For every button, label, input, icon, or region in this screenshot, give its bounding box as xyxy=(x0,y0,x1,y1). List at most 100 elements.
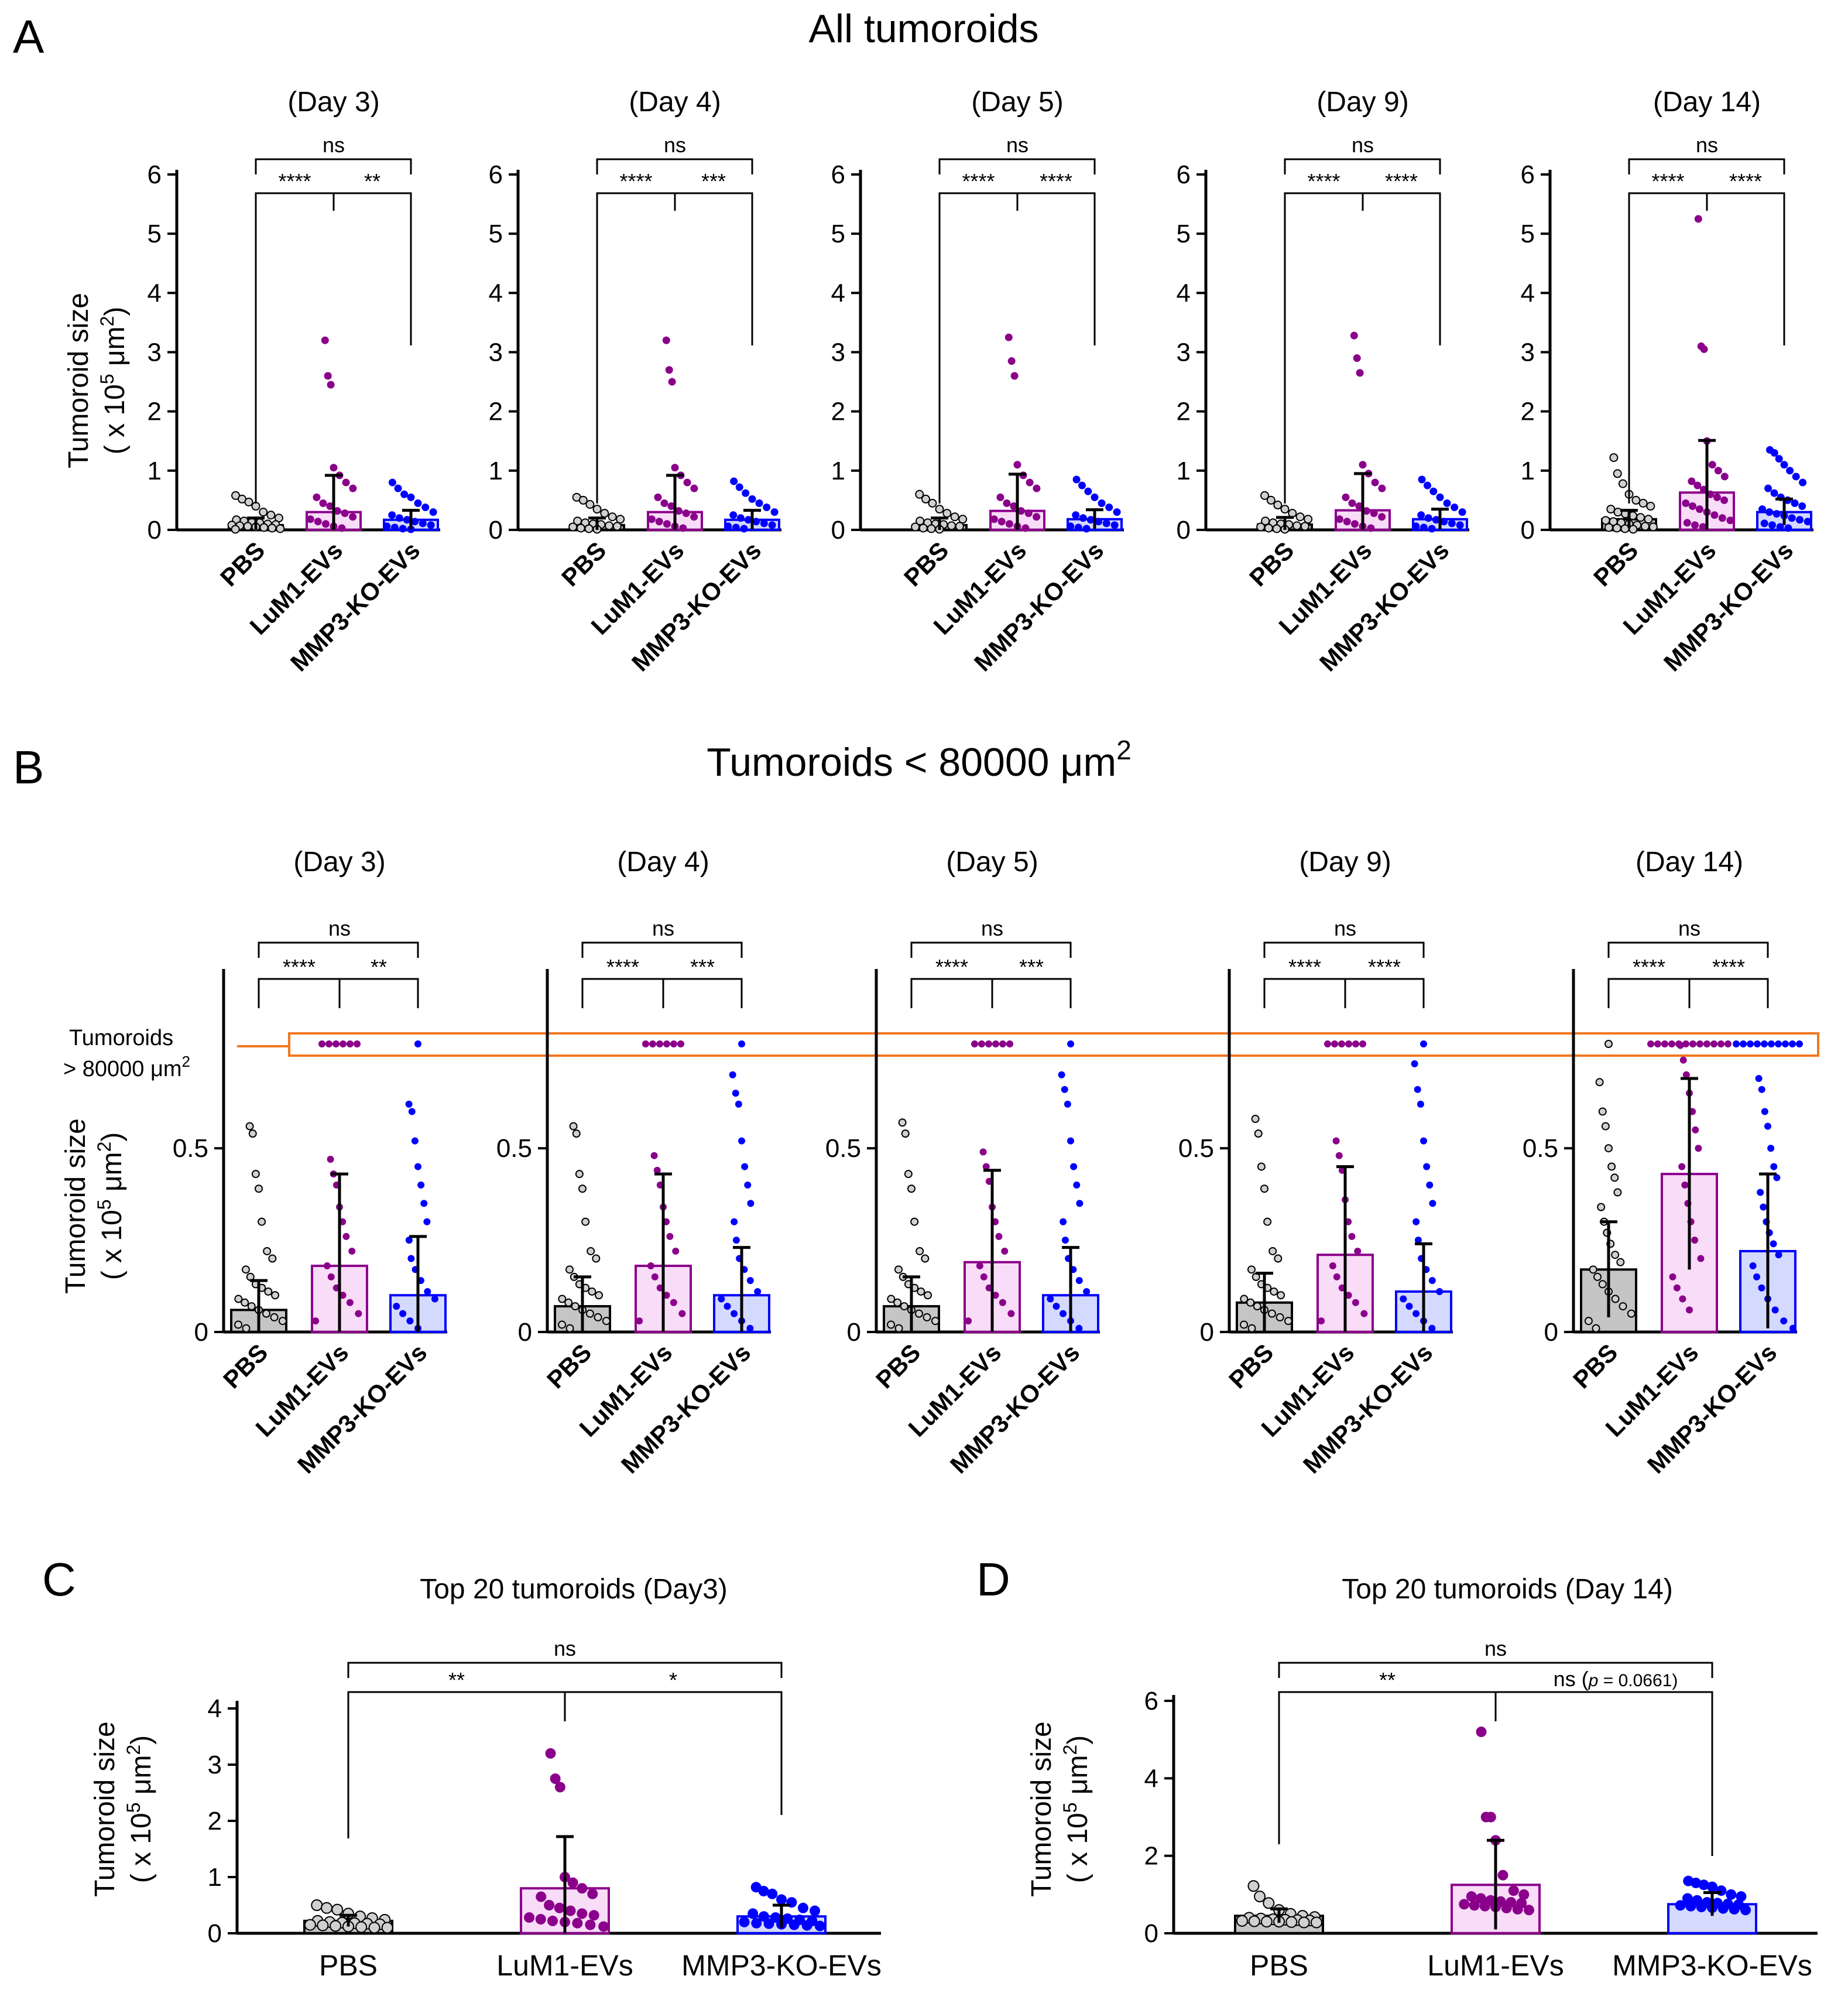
category-label: PBS xyxy=(1588,536,1643,591)
data-point xyxy=(1010,502,1018,511)
data-point xyxy=(1236,1915,1248,1927)
sig-label-left: **** xyxy=(1288,955,1321,979)
data-point xyxy=(1007,1310,1015,1317)
sig-label-left: ** xyxy=(448,1668,465,1692)
data-point xyxy=(1420,523,1428,532)
data-point xyxy=(752,518,760,526)
data-point xyxy=(731,1310,738,1317)
data-point xyxy=(1597,1203,1606,1211)
data-point xyxy=(1469,1900,1480,1911)
data-point xyxy=(1352,1299,1359,1306)
y-tick-label: 3 xyxy=(1177,338,1191,367)
data-point xyxy=(915,489,924,499)
sig-label-right: **** xyxy=(1729,169,1762,193)
chart-title: (Day 4) xyxy=(629,87,721,118)
y-tick-label: 0 xyxy=(1544,1318,1558,1347)
data-point xyxy=(1260,491,1270,500)
data-point xyxy=(1362,507,1370,515)
data-point xyxy=(1288,509,1297,518)
panel-letter-b: B xyxy=(13,741,44,793)
y-tick-label: 4 xyxy=(148,279,162,307)
chart-title: (Day 9) xyxy=(1299,847,1391,878)
data-point xyxy=(395,514,403,522)
data-point xyxy=(958,515,968,524)
data-point xyxy=(732,1237,740,1244)
data-point xyxy=(567,1877,578,1888)
data-point xyxy=(1786,467,1794,475)
data-point xyxy=(312,1317,320,1325)
data-point xyxy=(313,493,321,501)
y-tick-label: 0 xyxy=(1144,1919,1158,1948)
data-point xyxy=(1256,522,1266,532)
data-point xyxy=(735,1100,742,1108)
data-point xyxy=(1696,1902,1707,1913)
data-point xyxy=(665,366,673,374)
data-point xyxy=(1760,519,1768,528)
data-point xyxy=(1685,1900,1696,1912)
data-point xyxy=(545,1748,556,1759)
panel-b-ylabel-line2: ( x 105 μm2) xyxy=(94,1132,128,1280)
data-point xyxy=(1593,1272,1602,1281)
y-tick-label: 0 xyxy=(1200,1318,1214,1347)
data-point xyxy=(678,1310,686,1317)
data-point xyxy=(1067,1137,1074,1145)
data-point xyxy=(1693,481,1702,489)
outlier-point xyxy=(656,1040,663,1047)
data-point xyxy=(979,1148,987,1156)
data-point xyxy=(1688,502,1696,511)
sig-label-top: ns xyxy=(1678,916,1700,940)
data-point xyxy=(1026,478,1034,487)
panel-letter-c: C xyxy=(42,1553,76,1605)
data-point xyxy=(1646,502,1655,511)
data-point xyxy=(1681,1181,1689,1189)
sig-bracket-top xyxy=(938,158,1096,174)
outlier-point xyxy=(347,1040,354,1047)
data-point xyxy=(1726,516,1734,525)
data-point xyxy=(594,1313,602,1321)
data-point xyxy=(338,524,346,532)
data-point xyxy=(670,1299,677,1306)
data-point xyxy=(324,372,332,380)
sig-label-right: * xyxy=(669,1668,677,1692)
data-point xyxy=(585,1309,594,1318)
data-point xyxy=(333,507,341,515)
data-point xyxy=(950,512,959,522)
data-point xyxy=(431,1295,438,1303)
category-label: LuM1-EVs xyxy=(1427,1949,1564,1982)
data-point xyxy=(1350,331,1358,340)
sig-label-left: **** xyxy=(1651,169,1684,193)
data-point xyxy=(739,1916,750,1927)
data-point xyxy=(330,464,338,472)
data-point xyxy=(810,1905,820,1916)
chart-title: (Day 3) xyxy=(293,847,385,878)
data-point xyxy=(754,1287,762,1295)
data-point xyxy=(1698,1879,1709,1891)
y-tick-label: 2 xyxy=(831,398,845,426)
panel-d-ylabel: Tumoroid size ( x 105 μm2) xyxy=(1026,1721,1093,1897)
data-point xyxy=(1076,1200,1084,1207)
data-point xyxy=(997,518,1006,526)
data-point xyxy=(1613,469,1622,478)
data-point xyxy=(1636,513,1645,522)
outlier-point xyxy=(1668,1040,1675,1047)
data-point xyxy=(1058,1071,1065,1078)
data-point xyxy=(738,1137,745,1145)
data-point xyxy=(1501,1902,1512,1913)
sig-bracket-left xyxy=(1607,978,1689,1008)
outlier-point xyxy=(1796,1040,1803,1047)
data-point xyxy=(746,1324,754,1332)
data-point xyxy=(1764,484,1772,492)
data-point xyxy=(1084,487,1092,495)
y-tick-label: 6 xyxy=(1144,1687,1158,1715)
data-point xyxy=(259,523,269,532)
data-point xyxy=(1697,1255,1705,1262)
data-point xyxy=(1695,1145,1702,1152)
data-point xyxy=(1428,1324,1436,1332)
panel-a-title: All tumoroids xyxy=(808,6,1038,51)
data-point xyxy=(1760,1203,1767,1211)
data-point xyxy=(653,1166,661,1174)
data-point xyxy=(1598,1107,1607,1116)
outlier-point xyxy=(1689,1040,1696,1047)
data-point xyxy=(690,513,698,521)
